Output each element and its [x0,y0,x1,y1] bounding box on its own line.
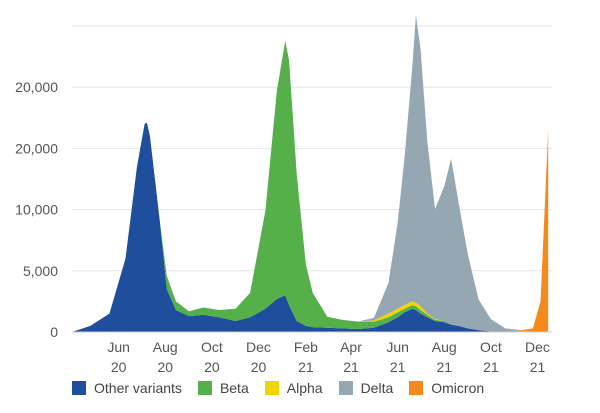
legend-label: Other variants [94,380,182,396]
x-tick-label-year: 20 [111,359,127,375]
y-tick-label: 5,000 [23,263,58,279]
x-tick-label-year: 20 [204,359,220,375]
legend-label: Omicron [431,380,485,396]
legend-label: Beta [219,380,249,396]
legend-item-alpha: Alpha [264,380,323,396]
x-tick-label-month: Aug [432,339,457,355]
legend-swatch [338,381,353,395]
series-area-other-variants [72,122,549,332]
x-tick-label-month: Feb [294,339,318,355]
series-area-delta [72,14,549,332]
legend-swatch [409,381,424,395]
y-tick-label: 20,000 [15,79,58,95]
legend: Other variants Beta Alpha Delta Omicron [72,380,500,396]
legend-item-beta: Beta [197,380,249,396]
y-tick-label: 0 [50,324,58,340]
legend-label: Delta [360,380,394,396]
x-tick-label-year: 20 [157,359,173,375]
x-tick-label-month: Dec [525,339,550,355]
x-tick-label-month: Oct [201,339,223,355]
x-tick-label-year: 21 [390,359,406,375]
x-tick-label-year: 21 [530,359,546,375]
x-tick-label-year: 20 [251,359,267,375]
legend-swatch [197,381,212,395]
x-tick-label-month: Oct [480,339,502,355]
legend-item-omicron: Omicron [409,380,484,396]
x-tick-label-year: 21 [298,359,314,375]
y-tick-label: 10,000 [15,202,58,218]
y-tick-label: 20,000 [15,140,58,156]
x-tick-label-month: Jun [386,339,409,355]
x-tick-label-year: 21 [343,359,359,375]
x-tick-label-month: Dec [246,339,271,355]
x-tick-label-year: 21 [483,359,499,375]
legend-label: Alpha [286,380,323,396]
legend-item-other-variants: Other variants [72,380,182,396]
x-tick-label-month: Aug [153,339,178,355]
x-tick-label-month: Apr [340,339,362,355]
x-tick-label-year: 21 [436,359,452,375]
legend-item-delta: Delta [338,380,394,396]
x-tick-label-month: Jun [107,339,130,355]
legend-swatch [264,381,279,395]
legend-swatch [72,381,86,395]
